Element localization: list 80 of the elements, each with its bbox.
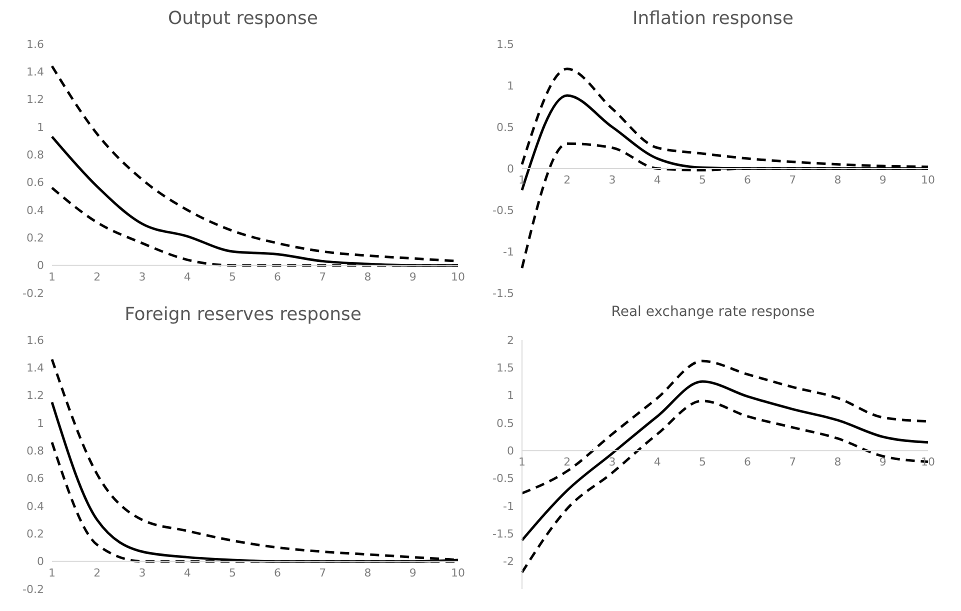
chart-title: Output response [166, 8, 319, 31]
x-tick-label: 7 [789, 174, 796, 186]
x-tick-label: 4 [184, 270, 191, 284]
x-tick-label: 3 [608, 174, 616, 186]
chart-title: Foreign reserves response [124, 304, 362, 327]
y-tick-label: 1 [37, 416, 44, 430]
y-tick-label: 0 [507, 444, 514, 458]
y-tick-label: 1 [507, 79, 514, 92]
x-tick-label: 7 [319, 270, 326, 284]
x-tick-label: 5 [228, 566, 236, 580]
x-tick-label: 1 [518, 456, 526, 469]
y-tick-label: 0 [37, 259, 44, 272]
x-tick-label: 10 [451, 270, 465, 284]
y-tick-label: 1 [507, 389, 514, 402]
y-tick-label: 0.6 [26, 176, 44, 190]
x-tick-label: 3 [138, 566, 146, 580]
x-tick-label: 6 [274, 566, 282, 580]
y-tick-label: -0.5 [492, 204, 514, 217]
x-tick-label: 6 [274, 270, 282, 284]
x-tick-label: 4 [184, 566, 191, 580]
y-tick-label: 0.5 [496, 416, 514, 430]
y-tick-label: -2 [503, 555, 514, 568]
y-tick-label: 1 [37, 120, 44, 134]
x-tick-label: 3 [608, 456, 616, 469]
x-tick-label: 1 [48, 270, 56, 284]
x-tick-label: 2 [94, 270, 101, 284]
y-tick-label: 1.4 [26, 362, 44, 375]
y-tick-label: 0 [507, 162, 514, 176]
x-tick-label: 2 [564, 174, 571, 186]
y-tick-label: -0.5 [492, 472, 514, 486]
x-tick-label: 5 [698, 174, 706, 186]
y-tick-label: -0.2 [22, 582, 44, 596]
y-tick-label: 1.6 [26, 334, 44, 347]
x-tick-label: 10 [921, 456, 935, 469]
y-tick-label: 0.5 [496, 120, 514, 134]
y-tick-label: 1.5 [496, 38, 514, 51]
x-tick-label: 5 [228, 270, 236, 284]
x-tick-label: 8 [364, 566, 372, 580]
chart-title: Real exchange rate response [610, 304, 816, 322]
x-tick-label: 6 [744, 456, 752, 469]
x-tick-label: 10 [921, 174, 935, 186]
y-tick-label: 0.8 [26, 148, 44, 162]
y-tick-label: 0.2 [26, 232, 44, 245]
x-tick-label: 2 [94, 566, 101, 580]
x-tick-label: 9 [879, 174, 886, 186]
x-tick-label: 1 [518, 174, 526, 186]
chart-title: Inflation response [631, 8, 795, 31]
y-tick-label: 0.4 [26, 500, 44, 513]
x-tick-label: 9 [409, 566, 416, 580]
y-tick-label: -0.2 [22, 286, 44, 300]
y-tick-label: 1.2 [26, 389, 44, 402]
y-tick-label: 2 [507, 334, 514, 347]
y-tick-label: 0.8 [26, 444, 44, 458]
x-tick-label: 4 [654, 456, 661, 469]
x-tick-label: 2 [564, 456, 571, 469]
x-tick-label: 10 [451, 566, 465, 580]
x-tick-label: 6 [744, 174, 752, 186]
x-tick-label: 9 [879, 456, 886, 469]
x-tick-label: 3 [138, 270, 146, 284]
y-tick-label: 1.5 [496, 362, 514, 375]
y-tick-label: 0.6 [26, 472, 44, 486]
y-tick-label: 1.2 [26, 93, 44, 106]
x-tick-label: 5 [698, 456, 706, 469]
y-tick-label: 0.2 [26, 528, 44, 541]
x-tick-label: 8 [834, 456, 842, 469]
y-tick-label: 1.4 [26, 66, 44, 79]
x-tick-label: 7 [319, 566, 326, 580]
y-tick-label: -1.5 [492, 528, 514, 541]
y-tick-label: 0 [37, 555, 44, 568]
y-tick-label: -1 [503, 245, 514, 258]
x-tick-label: 7 [789, 456, 796, 469]
x-tick-label: 9 [409, 270, 416, 284]
x-tick-label: 8 [834, 174, 842, 186]
x-tick-label: 1 [48, 566, 56, 580]
y-tick-label: -1 [503, 500, 514, 513]
y-tick-label: 1.6 [26, 38, 44, 51]
x-tick-label: 8 [364, 270, 372, 284]
x-tick-label: 4 [654, 174, 661, 186]
y-tick-label: 0.4 [26, 204, 44, 217]
y-tick-label: -1.5 [492, 286, 514, 300]
